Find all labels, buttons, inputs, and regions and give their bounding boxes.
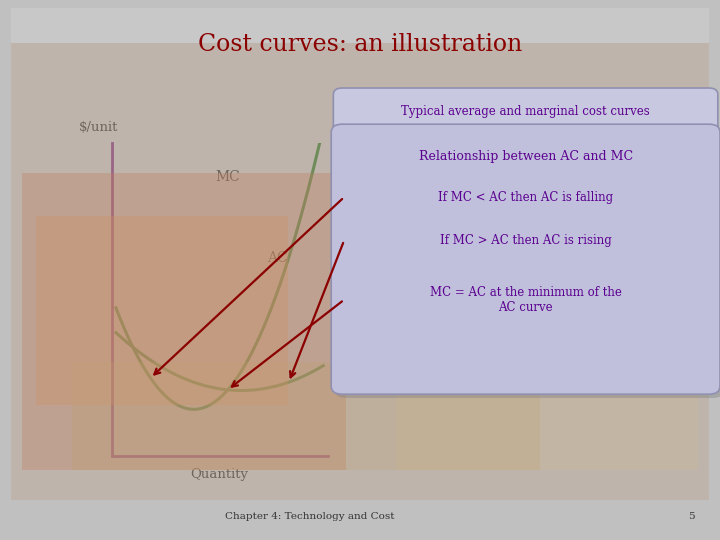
Text: Relationship between AC and MC: Relationship between AC and MC [418,150,633,163]
Text: Typical average and marginal cost curves: Typical average and marginal cost curves [401,105,650,118]
Text: Quantity: Quantity [191,468,248,481]
Text: Cost curves: an illustration: Cost curves: an illustration [198,33,522,56]
Text: 5: 5 [688,512,695,521]
Text: MC: MC [215,170,240,184]
Text: $/unit: $/unit [79,120,119,133]
Text: Chapter 4: Technology and Cost: Chapter 4: Technology and Cost [225,512,395,521]
Text: If MC < AC then AC is falling: If MC < AC then AC is falling [438,191,613,204]
Text: MC = AC at the minimum of the
AC curve: MC = AC at the minimum of the AC curve [430,286,621,314]
Text: If MC > AC then AC is rising: If MC > AC then AC is rising [440,234,611,247]
Text: AC: AC [267,251,288,265]
